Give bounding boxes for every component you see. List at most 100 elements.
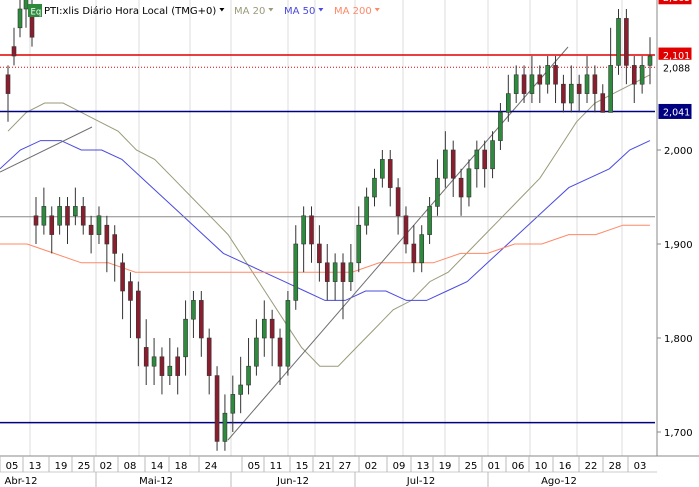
candle[interactable] bbox=[214, 366, 220, 451]
candle[interactable] bbox=[624, 9, 629, 85]
candle[interactable] bbox=[521, 65, 527, 103]
candle[interactable] bbox=[136, 281, 141, 367]
candle[interactable] bbox=[309, 206, 314, 263]
candle[interactable] bbox=[261, 300, 267, 357]
ma20-line[interactable] bbox=[7, 74, 651, 367]
candle[interactable] bbox=[33, 197, 39, 244]
price-badge[interactable] bbox=[658, 59, 692, 75]
candle[interactable] bbox=[96, 206, 102, 244]
candle[interactable] bbox=[529, 56, 535, 103]
candle[interactable] bbox=[159, 347, 165, 395]
candle[interactable] bbox=[65, 197, 70, 244]
candle[interactable] bbox=[561, 74, 566, 113]
candle[interactable] bbox=[238, 356, 243, 414]
candle[interactable] bbox=[104, 215, 110, 273]
candle[interactable] bbox=[112, 225, 118, 282]
ma50-legend[interactable]: MA 50 bbox=[284, 6, 315, 17]
candle[interactable] bbox=[277, 328, 283, 385]
candle[interactable] bbox=[206, 328, 212, 395]
trend-line[interactable] bbox=[227, 46, 569, 441]
candle[interactable] bbox=[120, 253, 125, 320]
candle[interactable] bbox=[17, 0, 23, 38]
candle[interactable] bbox=[458, 168, 464, 216]
candle[interactable] bbox=[348, 244, 354, 291]
candle[interactable] bbox=[73, 187, 78, 226]
price-axis-panel[interactable] bbox=[657, 0, 699, 456]
candle[interactable] bbox=[443, 131, 448, 188]
candle[interactable] bbox=[616, 9, 621, 75]
candle[interactable] bbox=[450, 140, 456, 197]
ma20-legend[interactable]: MA 20 bbox=[234, 6, 265, 17]
candle[interactable] bbox=[230, 375, 236, 432]
candle[interactable] bbox=[545, 56, 550, 94]
candle[interactable] bbox=[364, 187, 369, 235]
candle[interactable] bbox=[332, 253, 338, 301]
candle[interactable] bbox=[128, 272, 133, 338]
dropdown-arrow-icon[interactable] bbox=[268, 8, 274, 12]
candle[interactable] bbox=[490, 131, 495, 179]
candle[interactable] bbox=[427, 197, 432, 244]
candle[interactable] bbox=[11, 27, 17, 66]
candle[interactable] bbox=[324, 244, 330, 301]
candle[interactable] bbox=[254, 319, 259, 376]
candle[interactable] bbox=[372, 168, 377, 207]
candle[interactable] bbox=[380, 150, 385, 188]
candle[interactable] bbox=[631, 56, 637, 103]
price-badge[interactable] bbox=[658, 103, 692, 119]
candle[interactable] bbox=[293, 225, 299, 310]
candle[interactable] bbox=[5, 65, 11, 122]
candle[interactable] bbox=[498, 103, 503, 150]
candle[interactable] bbox=[269, 309, 275, 367]
candle[interactable] bbox=[41, 187, 47, 235]
candle[interactable] bbox=[317, 225, 322, 282]
candle[interactable] bbox=[600, 84, 606, 113]
candle[interactable] bbox=[419, 225, 425, 273]
dropdown-arrow-icon[interactable] bbox=[318, 8, 324, 12]
candle[interactable] bbox=[513, 65, 519, 103]
candle[interactable] bbox=[553, 56, 558, 103]
candle[interactable] bbox=[435, 159, 440, 216]
candle[interactable] bbox=[49, 206, 55, 254]
candle[interactable] bbox=[395, 178, 401, 235]
candle[interactable] bbox=[387, 150, 393, 207]
candle[interactable] bbox=[80, 197, 86, 235]
candle[interactable] bbox=[301, 206, 306, 273]
price-badge[interactable] bbox=[658, 0, 692, 5]
candle[interactable] bbox=[608, 27, 613, 113]
candle[interactable] bbox=[151, 338, 157, 385]
eq-badge[interactable] bbox=[28, 4, 42, 17]
candle[interactable] bbox=[482, 140, 487, 188]
symbol-label[interactable]: PTI:xlis Diário Hora Local (TMG+0) bbox=[44, 5, 216, 17]
candle-body bbox=[261, 318, 267, 339]
candle[interactable] bbox=[356, 206, 362, 273]
candle[interactable] bbox=[576, 74, 582, 113]
candle[interactable] bbox=[466, 159, 472, 207]
candle[interactable] bbox=[222, 394, 228, 451]
candle[interactable] bbox=[647, 37, 653, 85]
candle[interactable] bbox=[584, 56, 590, 103]
candle[interactable] bbox=[199, 291, 204, 357]
candle[interactable] bbox=[639, 56, 645, 94]
candle[interactable] bbox=[568, 65, 574, 113]
candle[interactable] bbox=[183, 300, 188, 376]
candle[interactable] bbox=[143, 319, 149, 385]
candle[interactable] bbox=[411, 225, 417, 273]
candle[interactable] bbox=[88, 215, 94, 254]
candle[interactable] bbox=[167, 338, 173, 385]
candle[interactable] bbox=[403, 206, 409, 254]
candle[interactable] bbox=[340, 253, 346, 320]
candle[interactable] bbox=[246, 338, 251, 395]
ma200-legend[interactable]: MA 200 bbox=[334, 6, 372, 17]
dropdown-arrow-icon[interactable] bbox=[219, 8, 225, 12]
trend-line[interactable] bbox=[0, 126, 93, 173]
candle[interactable] bbox=[592, 65, 598, 113]
ma50-line[interactable] bbox=[0, 140, 651, 301]
candle[interactable] bbox=[474, 140, 480, 188]
dropdown-arrow-icon[interactable] bbox=[374, 8, 380, 12]
candle[interactable] bbox=[506, 74, 511, 122]
candle[interactable] bbox=[285, 291, 291, 376]
candle[interactable] bbox=[191, 291, 196, 338]
candle[interactable] bbox=[175, 347, 180, 395]
candle[interactable] bbox=[57, 197, 62, 235]
candle[interactable] bbox=[537, 65, 543, 103]
